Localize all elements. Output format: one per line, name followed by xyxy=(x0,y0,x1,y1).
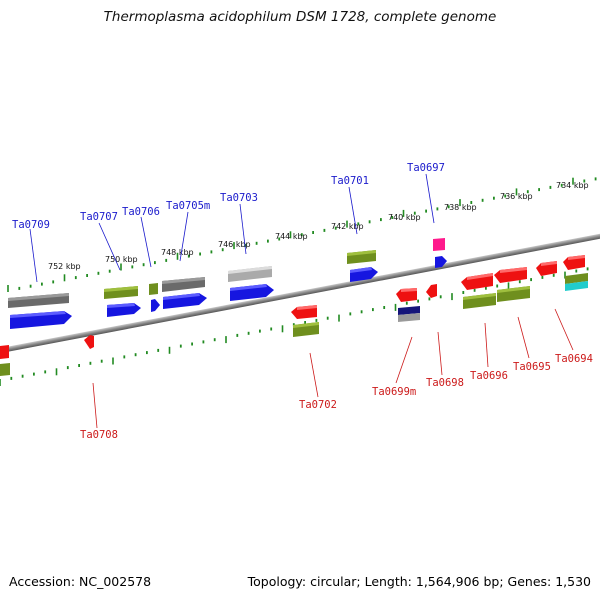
gene-bar[interactable] xyxy=(398,313,420,322)
scale-ticks-lower xyxy=(0,267,589,386)
gene-label-forward[interactable]: Ta0697 xyxy=(407,162,445,174)
gene-bar[interactable] xyxy=(162,277,205,292)
gene-label-reverse[interactable]: Ta0695 xyxy=(513,361,551,373)
gene-bar[interactable] xyxy=(463,293,496,309)
gene-label-forward[interactable]: Ta0707 xyxy=(80,211,118,223)
gene-bar[interactable] xyxy=(104,286,138,299)
gene-label-reverse[interactable]: Ta0698 xyxy=(426,377,464,389)
scale-label: 742 kbp xyxy=(331,222,364,231)
cds-reverse-arrow[interactable] xyxy=(563,255,585,270)
trna-bar[interactable] xyxy=(433,238,445,251)
feature-blocks xyxy=(0,238,588,376)
cds-reverse-arrow[interactable] xyxy=(536,261,557,276)
cds-reverse-arrow[interactable] xyxy=(494,267,527,283)
cds-reverse-arrow[interactable] xyxy=(291,305,317,319)
cds-reverse-arrow[interactable] xyxy=(461,273,493,290)
gene-label-forward[interactable]: Ta0703 xyxy=(220,192,258,204)
cds-reverse-arrow[interactable] xyxy=(0,345,9,359)
gene-label-reverse[interactable]: Ta0696 xyxy=(470,370,508,382)
cds-forward-arrow[interactable] xyxy=(435,256,447,268)
scale-label: 740 kbp xyxy=(388,213,421,222)
cds-forward-arrow[interactable] xyxy=(151,299,160,312)
cds-reverse-arrow[interactable] xyxy=(396,288,417,302)
scale-label: 748 kbp xyxy=(161,248,194,257)
gene-bar[interactable] xyxy=(149,283,158,295)
gene-bar[interactable] xyxy=(293,322,319,337)
scale-label: 752 kbp xyxy=(48,262,81,271)
cds-reverse-arrow[interactable] xyxy=(426,284,437,298)
scale-label: 744 kbp xyxy=(275,232,308,241)
gene-label-reverse[interactable]: Ta0708 xyxy=(80,429,118,441)
gene-bar[interactable] xyxy=(347,250,376,264)
page-title: Thermoplasma acidophilum DSM 1728, compl… xyxy=(103,9,497,25)
scale-ticks-upper xyxy=(7,177,597,292)
scale-label: 750 kbp xyxy=(105,255,138,264)
misc-bar[interactable] xyxy=(565,281,588,291)
gene-label-reverse[interactable]: Ta0694 xyxy=(555,353,593,365)
gene-label-forward[interactable]: Ta0701 xyxy=(331,175,369,187)
topology-text: Topology: circular; Length: 1,564,906 bp… xyxy=(247,574,591,589)
gene-label-reverse[interactable]: Ta0699m xyxy=(372,386,416,398)
scale-label: 734 kbp xyxy=(556,181,589,190)
scale-label: 738 kbp xyxy=(444,203,477,212)
gene-label-forward[interactable]: Ta0706 xyxy=(122,206,160,218)
scale-labels: 752 kbp 750 kbp 748 kbp 746 kbp 744 kbp … xyxy=(48,181,589,271)
scale-label: 746 kbp xyxy=(218,240,251,249)
gene-label-forward[interactable]: Ta0709 xyxy=(12,219,50,231)
gene-label-forward[interactable]: Ta0705m xyxy=(166,200,210,212)
gene-bar[interactable] xyxy=(497,286,530,302)
cds-forward-arrow[interactable] xyxy=(230,284,274,301)
gene-bar[interactable] xyxy=(565,273,588,284)
cds-forward-arrow[interactable] xyxy=(350,267,378,282)
cds-forward-arrow[interactable] xyxy=(163,293,207,309)
gene-bar[interactable] xyxy=(8,293,69,308)
cds-reverse-arrow[interactable] xyxy=(84,335,94,349)
gene-labels: Ta0709 Ta0707 Ta0706 Ta0705m Ta0703 Ta07… xyxy=(12,162,593,441)
scale-label: 736 kbp xyxy=(500,192,533,201)
cds-forward-arrow[interactable] xyxy=(10,311,72,329)
genome-backbone xyxy=(0,225,600,362)
gene-bar[interactable] xyxy=(0,363,10,376)
rna-bar[interactable] xyxy=(228,266,272,282)
accession-text: Accession: NC_002578 xyxy=(9,574,152,589)
gene-label-reverse[interactable]: Ta0702 xyxy=(299,399,337,411)
misc-bar[interactable] xyxy=(398,306,420,315)
cds-forward-arrow[interactable] xyxy=(107,303,141,317)
